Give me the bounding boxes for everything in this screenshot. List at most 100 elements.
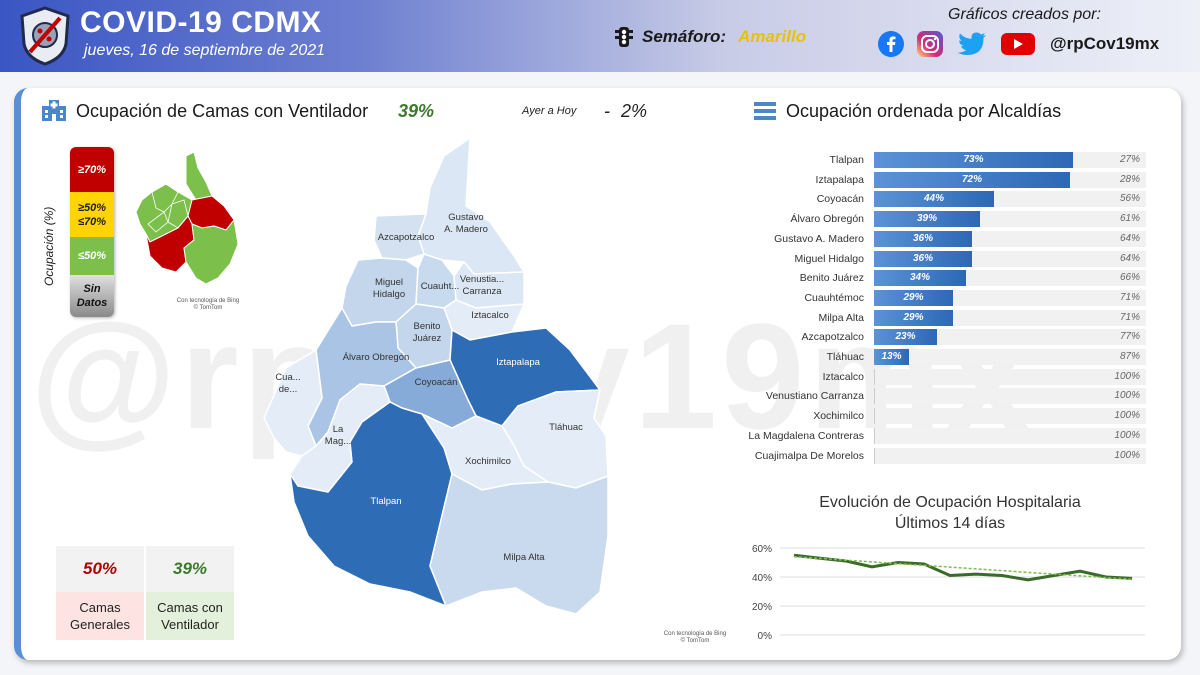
bar-remaining-label: 64% [1119,253,1140,264]
bar-remaining-label: 100% [1114,430,1140,441]
bar-value-label: 23% [895,331,916,342]
map-label-mh: Miguel Hidalgo [372,277,406,300]
map-label-iztap: Iztapalapa [496,357,540,368]
bar-remaining-label: 66% [1119,272,1140,283]
bing-credit-large-text: Con tecnología de Bing © TomTom [663,631,727,644]
district-milpa-alta[interactable] [429,472,609,615]
bar[interactable] [874,329,937,345]
ocupacion-map [263,136,609,615]
bar-track [874,428,1146,444]
bar-value-label: 73% [963,154,984,165]
bar-label: Coyoacán [816,193,864,205]
ocupacion-line [793,553,1133,582]
line-chart-subtitle: Últimos 14 días [894,515,1006,532]
line-chart-title: Evolución de Ocupación Hospitalaria [819,494,1081,511]
bar-remaining-label: 71% [1119,292,1140,303]
app-title: COVID-19 CDMX [80,6,322,39]
ayer-hoy-label: Ayer a Hoy [522,105,577,117]
bar-value-label: 72% [961,174,982,185]
traffic-light-icon [615,27,633,47]
bar-label: Iztapalapa [815,174,864,186]
bar-label: Xochimilco [813,410,864,422]
kpi-generales-value: 50% [56,546,144,592]
bar[interactable] [874,349,909,365]
bar-label: Cuajimalpa De Morelos [754,450,864,462]
bar-track [874,329,1146,345]
map-label-ao: Álvaro Obregón [342,352,410,363]
district-tlalpan[interactable] [289,401,453,608]
legend-no-data: Sin Datos [70,275,114,317]
map-label-xoch: Xochimilco [465,456,511,467]
bar-label: Tláhuac [826,351,864,363]
credit-text: Gráficos creados por: [948,6,1101,23]
legend-high: ≥70% [70,147,114,192]
bar-remaining-label: 64% [1119,233,1140,244]
bar[interactable] [874,310,953,326]
y-tick-label: 40% [752,573,772,584]
instagram-icon[interactable] [916,30,944,58]
bar[interactable] [874,172,1070,188]
header-bar: COVID-19 CDMX jueves, 16 de septiembre d… [0,0,1200,72]
bar-remaining-label: 100% [1114,390,1140,401]
district-gustavo-a-madero[interactable] [417,136,526,275]
bar-remaining-label: 100% [1114,450,1140,461]
kpi-ventilador-value: 39% [146,546,234,592]
legend-medium: ≥50% ≤70% [70,192,114,237]
report-date: jueves, 16 de septiembre de 2021 [84,42,326,59]
bar-label: Álvaro Obregón [790,213,864,225]
bar[interactable] [874,152,1073,168]
trend-line [793,555,1133,581]
covid-shield-icon [20,6,70,66]
bar-empty-marker [874,448,875,464]
bar-remaining-label: 28% [1119,174,1140,185]
ayer-hoy-value: 2% [621,101,648,121]
bar-remaining-label: 87% [1119,351,1140,362]
social-handle[interactable]: @rpCov19mx [1050,34,1160,53]
bar[interactable] [874,290,953,306]
map-label-cuauh: Cuauht... [420,281,460,292]
map-label-cuaj: Cua... de... [275,372,301,395]
color-legend: ≥70% ≥50% ≤70% ≤50% Sin Datos [70,147,114,317]
kpi-generales-label: Camas Generales [56,592,144,640]
bar-remaining-label: 100% [1114,410,1140,421]
youtube-icon[interactable] [1000,31,1036,57]
bar[interactable] [874,251,972,267]
bar-value-label: 29% [903,292,924,303]
bar-value-label: 39% [916,213,937,224]
district-cuajimalpa[interactable] [263,348,323,457]
map-label-azc: Azcapotzalco [377,232,435,243]
map-label-vc: Venustia... Carranza [459,274,505,297]
bar-label: Miguel Hidalgo [794,253,864,265]
bar[interactable] [874,270,966,286]
bar-track [874,349,1146,365]
bar-remaining-label: 27% [1119,154,1140,165]
twitter-icon[interactable] [956,31,988,57]
ayer-hoy-sign: - [604,101,610,121]
bar-label: Venustiano Carranza [765,390,864,402]
bar-remaining-label: 100% [1114,371,1140,382]
bar-label: Iztacalco [822,371,864,383]
hospital-icon [42,100,66,121]
map-label-tlal: Tlalpan [370,496,402,507]
map-label-gam: Gustavo A. Madero [444,212,488,235]
bar-remaining-label: 77% [1119,331,1140,342]
bar[interactable] [874,231,972,247]
bar[interactable] [874,191,994,207]
legend-low: ≤50% [70,237,114,275]
bar-value-label: 44% [923,193,944,204]
bar-label: Gustavo A. Madero [774,233,864,245]
semaforo-inset-map [135,151,239,285]
kpi-ventilador-label: Camas con Ventilador [146,592,234,640]
bar-label: Azcapotzalco [801,331,864,343]
map-label-ma: Milpa Alta [503,552,545,563]
bar-value-label: 29% [903,312,924,323]
facebook-icon[interactable] [878,31,904,57]
map-section-value: 39% [398,101,435,121]
list-icon [754,102,776,120]
map-label-izc: Iztacalco [471,310,509,321]
map-label-coy: Coyoacán [414,377,458,388]
bing-credit-small-text: Con tecnología de Bing © TomTom [176,298,240,311]
bar-track [874,369,1146,385]
bar[interactable] [874,211,980,227]
bar-label: Milpa Alta [818,312,864,324]
